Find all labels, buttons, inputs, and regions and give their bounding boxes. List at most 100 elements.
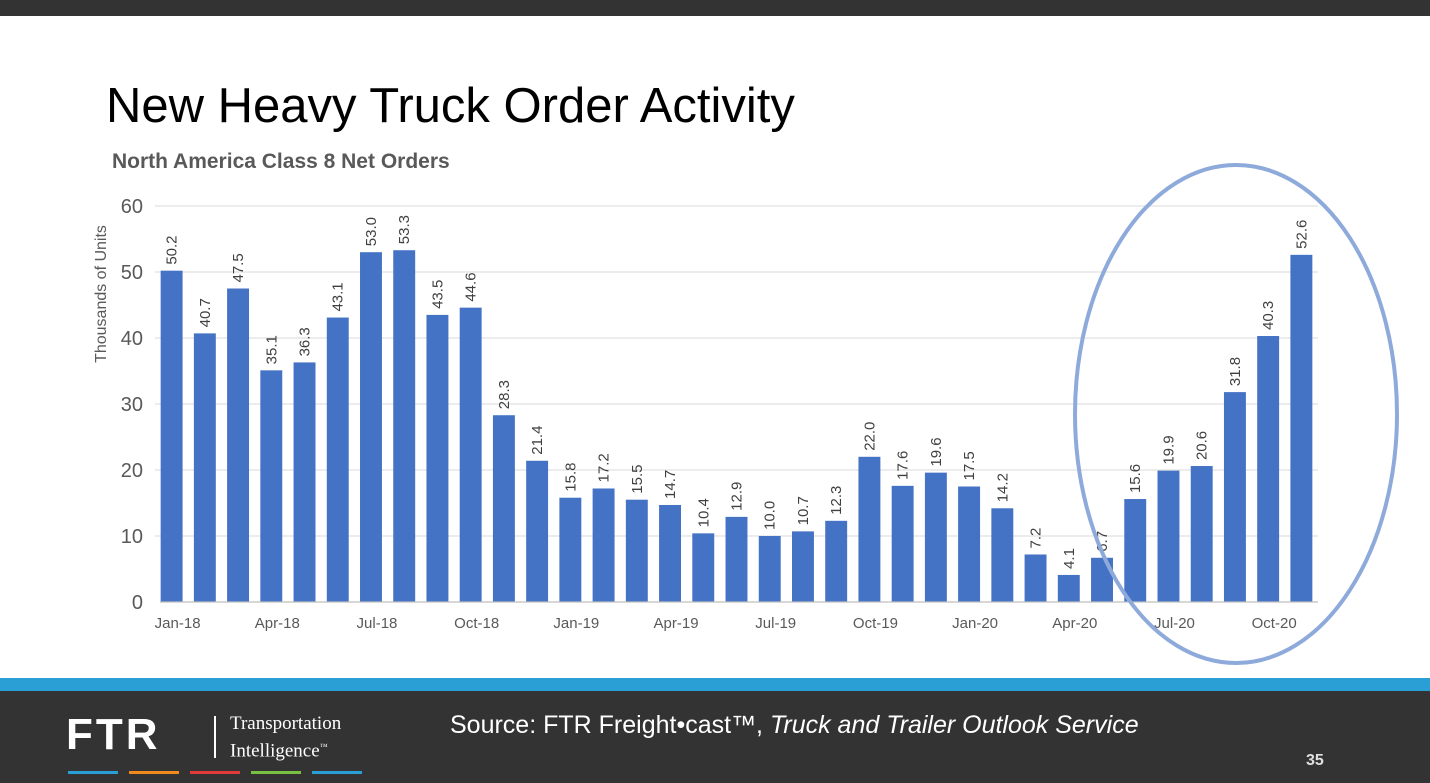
data-label: 4.1 — [1061, 548, 1078, 569]
bar — [193, 333, 216, 602]
bar — [1257, 336, 1280, 602]
bar — [592, 488, 615, 602]
data-label: 28.3 — [496, 380, 513, 409]
bar — [1091, 557, 1113, 602]
bar — [1024, 554, 1047, 602]
bar-chart: 0 10 20 30 40 50 60 Thousands of Units 50.2 40.… — [93, 163, 1399, 665]
data-labels: 50.2 40.7 47.5 35.1 36.3 43.1 53.0 53.3 43.5 44.6… — [164, 215, 1311, 569]
data-label: 53.3 — [396, 215, 413, 244]
data-label: 53.0 — [363, 217, 380, 246]
logo-stripe — [129, 771, 179, 774]
source-note: Source: FTR Freight•cast™, Truck and Tra… — [450, 711, 1139, 740]
data-label: 36.3 — [297, 327, 314, 356]
bar — [659, 504, 682, 602]
y-axis-label: Thousands of Units — [93, 225, 110, 363]
y-axis-ticks: 0 10 20 30 40 50 60 — [121, 196, 143, 614]
bar — [426, 314, 449, 602]
data-label: 7.2 — [1028, 528, 1045, 549]
x-tick-label: Oct-20 — [1252, 615, 1297, 632]
bar — [360, 252, 382, 602]
logo-line-2: Intelligence™ — [230, 740, 328, 762]
logo-stripe — [312, 771, 362, 774]
y-tick-label: 0 — [132, 592, 143, 614]
y-tick-label: 30 — [121, 394, 143, 416]
footer-bar — [0, 691, 1430, 783]
page-number: 35 — [1306, 752, 1324, 769]
bar — [791, 531, 814, 602]
bar — [991, 508, 1014, 602]
y-tick-label: 40 — [121, 328, 143, 350]
x-tick-label: Apr-20 — [1052, 615, 1097, 632]
x-tick-label: Oct-19 — [853, 615, 898, 632]
data-label: 43.1 — [330, 282, 347, 311]
chart-title: North America Class 8 Net Orders — [112, 150, 450, 173]
bar — [858, 456, 881, 602]
data-label: 35.1 — [263, 335, 280, 364]
highlight-ellipse — [1073, 163, 1399, 665]
data-label: 31.8 — [1227, 357, 1244, 386]
data-label: 15.6 — [1127, 464, 1144, 493]
bar — [1223, 392, 1246, 602]
data-label: 17.5 — [961, 451, 978, 480]
bar — [1057, 574, 1080, 602]
x-tick-label: Jan-19 — [553, 615, 599, 632]
logo-line-1: Transportation — [230, 713, 342, 734]
data-label: 50.2 — [164, 235, 181, 264]
y-tick-label: 10 — [121, 526, 143, 548]
x-tick-label: Apr-18 — [255, 615, 300, 632]
bar — [958, 486, 981, 602]
x-tick-label: Jul-18 — [357, 615, 398, 632]
bar — [459, 307, 482, 602]
logo-tagline: Transportation Intelligence™ — [230, 712, 341, 762]
data-label: 17.6 — [895, 451, 912, 480]
data-label: 21.4 — [529, 426, 546, 455]
data-label: 40.3 — [1260, 301, 1277, 330]
logo-stripe — [190, 771, 240, 774]
bar — [1290, 254, 1313, 602]
data-label: 40.7 — [197, 298, 214, 327]
data-label: 15.5 — [629, 464, 646, 493]
bar — [260, 370, 283, 602]
x-tick-label: Oct-18 — [454, 615, 499, 632]
x-tick-label: Apr-19 — [654, 615, 699, 632]
data-label: 20.6 — [1194, 431, 1211, 460]
data-label: 14.7 — [662, 470, 679, 499]
grid-lines — [155, 205, 1318, 537]
logo-stripe — [68, 771, 118, 774]
data-label: 22.0 — [861, 422, 878, 451]
bar — [725, 516, 748, 602]
bar — [1157, 470, 1180, 602]
data-label: 43.5 — [429, 280, 446, 309]
bar — [891, 485, 914, 602]
bars — [160, 250, 1313, 602]
data-label: 19.9 — [1160, 435, 1177, 464]
slide-title: New Heavy Truck Order Activity — [106, 79, 795, 133]
data-label: 15.8 — [562, 463, 579, 492]
data-label: 10.4 — [695, 498, 712, 527]
data-label: 14.2 — [994, 473, 1011, 502]
bar — [492, 415, 515, 602]
bar — [1124, 499, 1147, 602]
logo-stripe — [251, 771, 301, 774]
x-tick-label: Jul-20 — [1154, 615, 1195, 632]
data-label: 47.5 — [230, 253, 247, 282]
data-label: 10.0 — [762, 501, 779, 530]
source-service: Truck and Trailer Outlook Service — [769, 711, 1139, 739]
y-tick-label: 20 — [121, 460, 143, 482]
top-bar — [0, 0, 1430, 16]
x-tick-label: Jan-20 — [952, 615, 998, 632]
data-label: 52.6 — [1293, 220, 1310, 249]
x-tick-label: Jan-18 — [155, 615, 201, 632]
bar — [227, 288, 250, 602]
data-label: 10.7 — [795, 496, 812, 525]
bar — [625, 499, 648, 602]
x-tick-label: Jul-19 — [755, 615, 796, 632]
source-prefix: Source: FTR Freight•cast™, — [450, 711, 770, 739]
x-axis-ticks: Jan-18 Apr-18 Jul-18 Oct-18 Jan-19 Apr-19 Jul-… — [155, 615, 1297, 632]
data-label: 17.2 — [596, 453, 613, 482]
data-label: 12.9 — [729, 482, 746, 511]
bar — [924, 472, 947, 602]
bar — [326, 317, 349, 602]
bar — [393, 250, 416, 602]
y-tick-label: 50 — [121, 262, 143, 284]
